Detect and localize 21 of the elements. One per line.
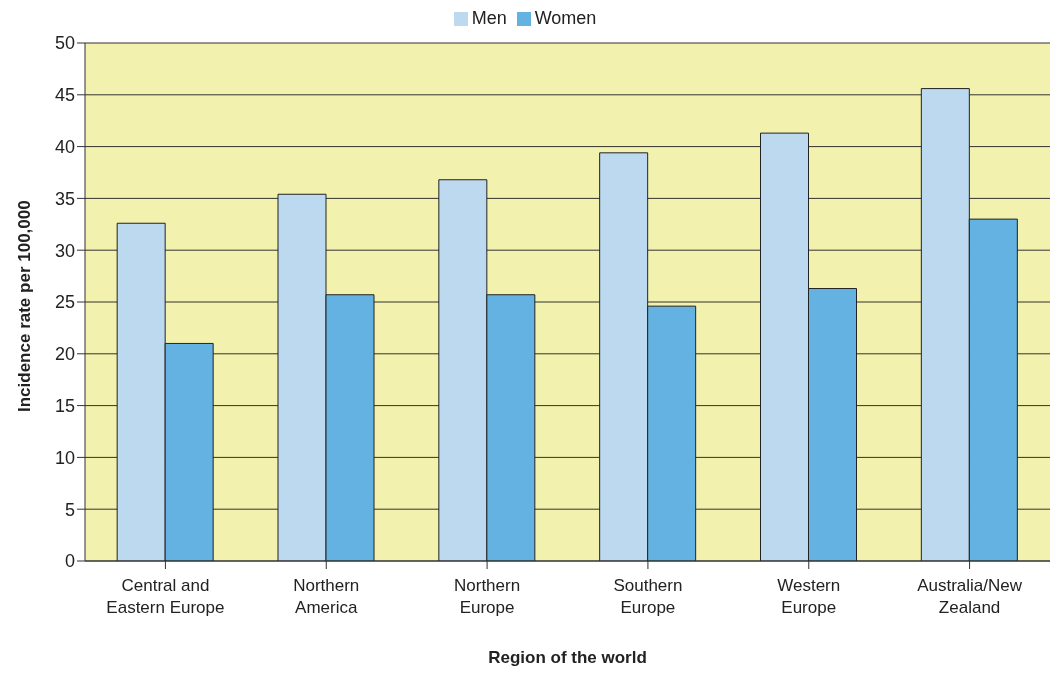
y-tick-label: 20 [54, 344, 75, 365]
legend-label: Men [471, 8, 507, 28]
y-tick-label: 45 [54, 85, 75, 106]
x-tick-label: Western Europe [777, 576, 841, 617]
x-tick-label: Southern Europe [613, 576, 683, 617]
x-tick-label: Northern America [293, 576, 360, 617]
x-axis-title: Region of the world [488, 648, 647, 667]
y-tick-label: 10 [54, 447, 75, 468]
y-tick-label: 50 [54, 33, 75, 54]
x-tick-label: Central and Eastern Europe [106, 576, 225, 617]
y-tick-label: 40 [54, 136, 75, 157]
y-tick-label: 35 [54, 188, 75, 209]
y-tick-label: 30 [54, 240, 75, 261]
y-tick-label: 5 [64, 499, 75, 520]
y-tick-label: 0 [64, 551, 75, 572]
y-tick-label: 15 [54, 395, 75, 416]
x-tick-label: Northern Europe [454, 576, 521, 617]
y-axis-title: Incidence rate per 100,000 [15, 200, 35, 412]
x-tick-label: Australia/New Zealand [917, 576, 1023, 617]
y-tick-label: 25 [54, 292, 75, 313]
legend-label: Women [534, 8, 597, 28]
